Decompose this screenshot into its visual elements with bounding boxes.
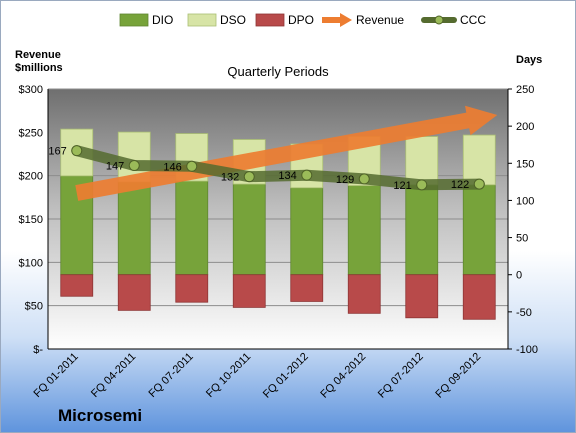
dso-bar [405,136,439,186]
right-axis-title: Days [516,54,542,66]
ccc-marker [71,145,83,157]
dpo-bar [347,274,381,314]
ccc-marker [301,169,313,181]
dio-bar [462,184,496,276]
right-tick-label: 150 [516,158,534,170]
right-tick-label: 50 [516,233,528,245]
category-label: FQ 04-2011 [89,351,138,400]
right-tick-label: -50 [516,307,532,319]
legend-swatch-revenue [322,13,352,27]
left-tick-label: $100 [19,257,43,269]
category-label: FQ 07-2011 [146,351,195,400]
left-tick-label: $200 [19,171,43,183]
right-tick-label: 100 [516,195,534,207]
ccc-marker [128,160,140,172]
dpo-bar [290,274,324,302]
category-label: FQ 04-2012 [318,351,368,401]
category-label: FQ 01-2011 [31,351,80,400]
ccc-marker [186,160,198,172]
revenue-arrow [75,105,498,201]
dso-bar [462,134,496,186]
right-tick-label: 0 [516,270,522,282]
chart-subtitle: Quarterly Periods [227,64,329,79]
category-label: FQ 07-2012 [376,351,426,401]
category-label: FQ 01-2012 [261,351,311,401]
ccc-data-label: 122 [451,179,469,191]
category-label: FQ 10-2011 [204,351,253,400]
left-tick-label: $- [33,344,43,356]
dpo-bar [232,274,266,308]
dpo-bar [462,274,496,320]
right-tick-label: -100 [516,344,538,356]
dio-bar [117,181,151,276]
legend-swatch-dpo [255,13,285,27]
legend-label-ccc: CCC [460,13,486,27]
left-axis-title: Revenue [15,49,61,61]
legend-label-dpo: DPO [288,13,314,27]
left-tick-label: $300 [19,84,43,96]
legend-label-dso: DSO [220,13,246,27]
right-tick-label: 250 [516,84,534,96]
legend-swatch-dso [187,13,217,27]
dpo-bar [405,274,439,319]
dpo-bar [60,274,94,297]
ccc-data-label: 121 [393,180,411,192]
dio-bar [175,180,209,276]
company-name: Microsemi [58,406,142,425]
ccc-data-label: 132 [221,172,239,184]
ccc-data-label: 167 [48,146,66,158]
left-tick-label: $150 [19,214,43,226]
left-axis-title: $millions [15,62,63,74]
ccc-marker [358,173,370,185]
ccc-line [71,145,485,191]
ccc-marker [473,178,485,190]
dpo-bar [175,274,209,303]
dio-bar [290,187,324,276]
legend-swatch-dio [119,13,149,27]
ccc-marker [416,179,428,191]
ccc-data-label: 129 [336,174,354,186]
right-tick-label: 200 [516,121,534,133]
legend-marker-ccc [434,15,444,25]
left-tick-label: $50 [25,301,43,313]
left-tick-label: $250 [19,127,43,139]
ccc-data-label: 134 [278,170,296,182]
ccc-data-label: 146 [163,161,181,173]
dio-bar [347,185,381,276]
ccc-marker [243,171,255,183]
legend-label-revenue: Revenue [356,13,404,27]
category-label: FQ 09-2012 [433,351,483,401]
legend-label-dio: DIO [152,13,173,27]
dpo-bar [117,274,151,311]
ccc-data-label: 147 [106,161,124,173]
dio-bar [232,183,266,276]
dio-bar [405,184,439,276]
